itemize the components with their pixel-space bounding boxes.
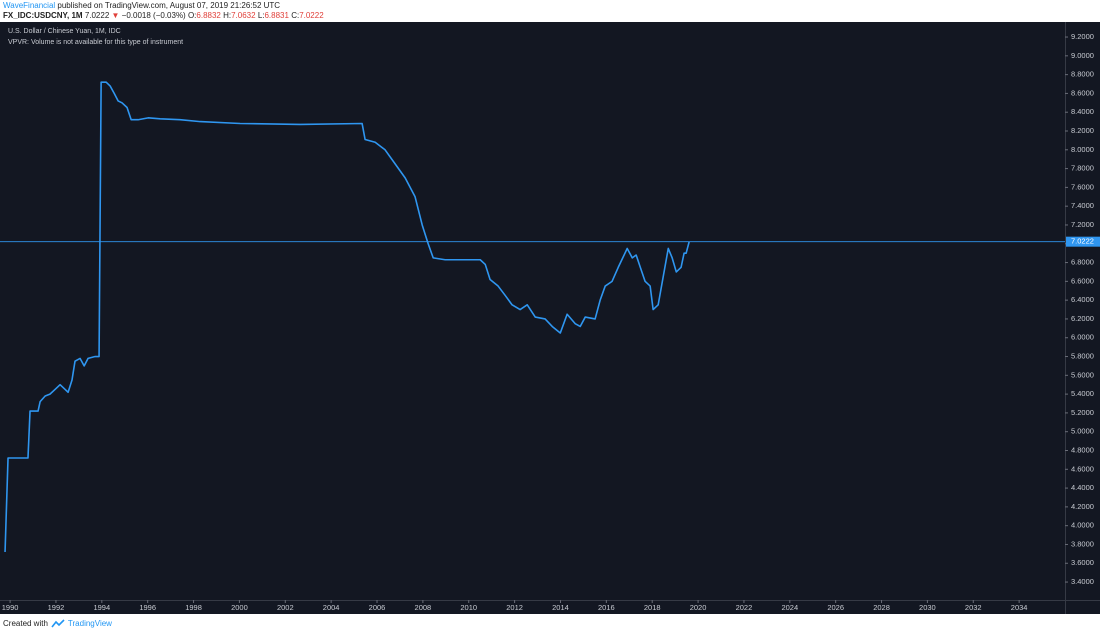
x-tick-label: 1996 <box>139 603 156 612</box>
x-tick-label: 2034 <box>1011 603 1028 612</box>
y-tick-label: 4.6000 <box>1071 464 1094 473</box>
change: −0.0018 (−0.03%) <box>121 11 186 20</box>
y-tick-label: 5.8000 <box>1071 352 1094 361</box>
ohlc-label: H: <box>223 11 232 20</box>
direction: ▼ <box>111 11 120 20</box>
x-tick-label: 1990 <box>2 603 19 612</box>
y-tick-label: 5.4000 <box>1071 389 1094 398</box>
y-tick-label: 8.2000 <box>1071 126 1094 135</box>
y-tick-label: 7.6000 <box>1071 182 1094 191</box>
y-tick-label: 8.4000 <box>1071 107 1094 116</box>
x-tick-label: 2018 <box>644 603 661 612</box>
y-tick-label: 4.4000 <box>1071 483 1094 492</box>
x-tick-label: 2010 <box>460 603 477 612</box>
x-tick-label: 2012 <box>506 603 523 612</box>
y-tick-label: 3.6000 <box>1071 558 1094 567</box>
x-tick-label: 2002 <box>277 603 294 612</box>
ohlc-value: 7.0632 <box>231 11 256 20</box>
x-tick-label: 1994 <box>93 603 110 612</box>
x-tick-label: 2000 <box>231 603 248 612</box>
x-tick-label: 2006 <box>369 603 386 612</box>
published: published on TradingView.com, August 07,… <box>57 1 281 10</box>
ohlc-value: 6.8832 <box>196 11 221 20</box>
x-tick-label: 2014 <box>552 603 569 612</box>
y-tick-label: 6.4000 <box>1071 295 1094 304</box>
y-tick-label: 6.0000 <box>1071 333 1094 342</box>
x-tick-label: 2016 <box>598 603 615 612</box>
symbol: FX_IDC:USDCNY, 1M <box>3 11 83 20</box>
annotation: VPVR: Volume is not available for this t… <box>8 39 183 46</box>
y-tick-label: 6.8000 <box>1071 258 1094 267</box>
footer: Created with TradingView <box>0 614 1100 633</box>
x-tick-label: 2022 <box>736 603 753 612</box>
y-tick-label: 7.4000 <box>1071 201 1094 210</box>
last-price-label: 7.0222 <box>1071 237 1094 246</box>
ohlc-label: C: <box>291 11 300 20</box>
footer-brand[interactable]: TradingView <box>67 619 112 628</box>
y-tick-label: 5.0000 <box>1071 427 1094 436</box>
y-tick-label: 5.6000 <box>1071 370 1094 379</box>
y-tick-label: 9.0000 <box>1071 51 1094 60</box>
logo <box>51 618 65 627</box>
y-tick-label: 9.2000 <box>1071 32 1094 41</box>
x-tick-label: 2008 <box>415 603 432 612</box>
chart-title: U.S. Dollar / Chinese Yuan, 1M, IDC <box>8 28 121 35</box>
ohlc-value: 6.8831 <box>264 11 289 20</box>
ohlc-value: 7.0222 <box>299 11 324 20</box>
last-price-tag <box>1066 236 1100 247</box>
ohlc-label: L: <box>257 11 265 20</box>
y-tick-label: 8.0000 <box>1071 145 1094 154</box>
y-tick-label: 8.8000 <box>1071 70 1094 79</box>
chart: U.S. Dollar / Chinese Yuan, 1M, IDC VPVR… <box>0 22 1100 614</box>
y-tick-label: 6.2000 <box>1071 314 1094 323</box>
y-tick-label: 4.8000 <box>1071 445 1094 454</box>
y-tick-label: 6.6000 <box>1071 276 1094 285</box>
x-tick-label: 1998 <box>185 603 202 612</box>
x-tick-label: 2028 <box>873 603 890 612</box>
last-price: 7.0222 <box>84 11 110 20</box>
header-line: FX_IDC:USDCNY, 1M 7.0222 ▼ −0.0018 (−0.0… <box>3 11 1100 21</box>
y-tick-label: 4.2000 <box>1071 502 1094 511</box>
x-tick-label: 2026 <box>827 603 844 612</box>
x-tick-label: 2020 <box>690 603 707 612</box>
x-tick-label: 2024 <box>781 603 798 612</box>
x-tick-label: 2030 <box>919 603 936 612</box>
y-tick-label: 4.0000 <box>1071 521 1094 530</box>
y-tick-label: 3.4000 <box>1071 577 1094 586</box>
y-tick-label: 5.2000 <box>1071 408 1094 417</box>
header-line: WaveFinancial published on TradingView.c… <box>3 1 1100 11</box>
author[interactable]: WaveFinancial <box>3 1 56 10</box>
y-tick-label: 7.2000 <box>1071 220 1094 229</box>
x-tick-label: 2032 <box>965 603 982 612</box>
chart-background <box>0 22 1100 614</box>
footer-text: Created with <box>3 619 48 628</box>
x-tick-label: 1992 <box>48 603 65 612</box>
price-line-series <box>4 81 690 553</box>
header: WaveFinancial published on TradingView.c… <box>0 0 1100 22</box>
y-tick-label: 7.8000 <box>1071 164 1094 173</box>
ohlc-label: O: <box>187 11 197 20</box>
x-tick-label: 2004 <box>323 603 340 612</box>
y-tick-label: 8.6000 <box>1071 88 1094 97</box>
y-tick-label: 3.8000 <box>1071 539 1094 548</box>
